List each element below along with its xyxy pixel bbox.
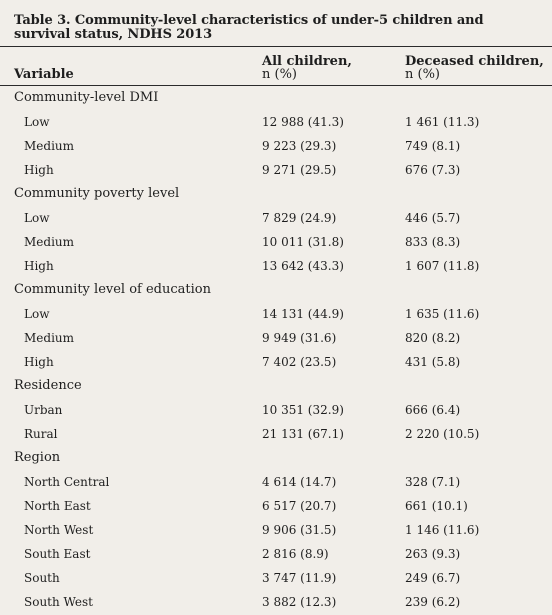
all-children-cell: 10 351 (32.9) [262, 403, 344, 417]
row-label: South East [24, 547, 91, 561]
table-row: South 3 747 (11.9) 249 (6.7) [0, 566, 552, 590]
all-children-cell: 4 614 (14.7) [262, 475, 337, 489]
table-title: Table 3. Community-level characteristics… [14, 13, 484, 42]
top-rule [0, 46, 552, 47]
table-row: Low 12 988 (41.3) 1 461 (11.3) [0, 110, 552, 134]
header-all-children-unit: n (%) [262, 67, 298, 82]
section-row: Region [0, 446, 552, 470]
all-children-cell: 7 402 (23.5) [262, 355, 337, 369]
deceased-children-cell: 1 607 (11.8) [405, 259, 480, 273]
header-rule [0, 85, 552, 86]
deceased-children-cell: 249 (6.7) [405, 571, 461, 585]
header-deceased-children-unit: n (%) [405, 67, 441, 82]
table-row: Medium 10 011 (31.8) 833 (8.3) [0, 230, 552, 254]
deceased-children-cell: 239 (6.2) [405, 595, 461, 609]
row-label: Medium [24, 139, 75, 153]
row-label: High [24, 259, 54, 273]
header-all-children: All children, [262, 54, 352, 69]
section-row: Community level of education [0, 278, 552, 302]
deceased-children-cell: 1 635 (11.6) [405, 307, 480, 321]
table-row: South West 3 882 (12.3) 239 (6.2) [0, 590, 552, 614]
row-label: Rural [24, 427, 58, 441]
all-children-cell: 21 131 (67.1) [262, 427, 344, 441]
row-label: Medium [24, 235, 75, 249]
table-row: North East 6 517 (20.7) 661 (10.1) [0, 494, 552, 518]
section-row: Residence [0, 374, 552, 398]
deceased-children-cell: 328 (7.1) [405, 475, 461, 489]
all-children-cell: 7 829 (24.9) [262, 211, 337, 225]
section-label: Residence [14, 378, 82, 393]
section-label: Community-level DMI [14, 90, 159, 105]
deceased-children-cell: 833 (8.3) [405, 235, 461, 249]
all-children-cell: 2 816 (8.9) [262, 547, 329, 561]
deceased-children-cell: 446 (5.7) [405, 211, 461, 225]
all-children-cell: 14 131 (44.9) [262, 307, 344, 321]
row-label: Low [24, 115, 50, 129]
row-label: High [24, 355, 54, 369]
all-children-cell: 9 949 (31.6) [262, 331, 337, 345]
row-label: Medium [24, 331, 75, 345]
table-row: Medium 9 223 (29.3) 749 (8.1) [0, 134, 552, 158]
deceased-children-cell: 666 (6.4) [405, 403, 461, 417]
all-children-cell: 3 747 (11.9) [262, 571, 337, 585]
header-deceased-children: Deceased children, [405, 54, 544, 69]
all-children-cell: 12 988 (41.3) [262, 115, 344, 129]
deceased-children-cell: 1 146 (11.6) [405, 523, 480, 537]
table-row: Low 14 131 (44.9) 1 635 (11.6) [0, 302, 552, 326]
table-row: Rural 21 131 (67.1) 2 220 (10.5) [0, 422, 552, 446]
row-label: Urban [24, 403, 63, 417]
deceased-children-cell: 1 461 (11.3) [405, 115, 480, 129]
deceased-children-cell: 661 (10.1) [405, 499, 468, 513]
table-row: High 9 271 (29.5) 676 (7.3) [0, 158, 552, 182]
table-row: High 7 402 (23.5) 431 (5.8) [0, 350, 552, 374]
deceased-children-cell: 676 (7.3) [405, 163, 461, 177]
deceased-children-cell: 263 (9.3) [405, 547, 461, 561]
section-label: Community poverty level [14, 186, 180, 201]
all-children-cell: 9 223 (29.3) [262, 139, 337, 153]
section-label: Community level of education [14, 282, 211, 297]
deceased-children-cell: 749 (8.1) [405, 139, 461, 153]
section-label: Region [14, 450, 61, 465]
table-row: High 13 642 (43.3) 1 607 (11.8) [0, 254, 552, 278]
deceased-children-cell: 820 (8.2) [405, 331, 461, 345]
row-label: South West [24, 595, 93, 609]
row-label: High [24, 163, 54, 177]
row-label: Low [24, 211, 50, 225]
deceased-children-cell: 431 (5.8) [405, 355, 461, 369]
table-row: Low 7 829 (24.9) 446 (5.7) [0, 206, 552, 230]
row-label: Low [24, 307, 50, 321]
deceased-children-cell: 2 220 (10.5) [405, 427, 480, 441]
all-children-cell: 9 271 (29.5) [262, 163, 337, 177]
all-children-cell: 13 642 (43.3) [262, 259, 344, 273]
table-row: North Central 4 614 (14.7) 328 (7.1) [0, 470, 552, 494]
row-label: North Central [24, 475, 110, 489]
section-row: Community poverty level [0, 182, 552, 206]
table-row: Medium 9 949 (31.6) 820 (8.2) [0, 326, 552, 350]
all-children-cell: 9 906 (31.5) [262, 523, 337, 537]
table-row: South East 2 816 (8.9) 263 (9.3) [0, 542, 552, 566]
table-row: North West 9 906 (31.5) 1 146 (11.6) [0, 518, 552, 542]
row-label: North East [24, 499, 91, 513]
table-row: Urban 10 351 (32.9) 666 (6.4) [0, 398, 552, 422]
row-label: South [24, 571, 60, 585]
all-children-cell: 10 011 (31.8) [262, 235, 344, 249]
header-variable: Variable [14, 67, 74, 82]
row-label: North West [24, 523, 94, 537]
all-children-cell: 3 882 (12.3) [262, 595, 337, 609]
section-row: Community-level DMI [0, 86, 552, 110]
all-children-cell: 6 517 (20.7) [262, 499, 337, 513]
